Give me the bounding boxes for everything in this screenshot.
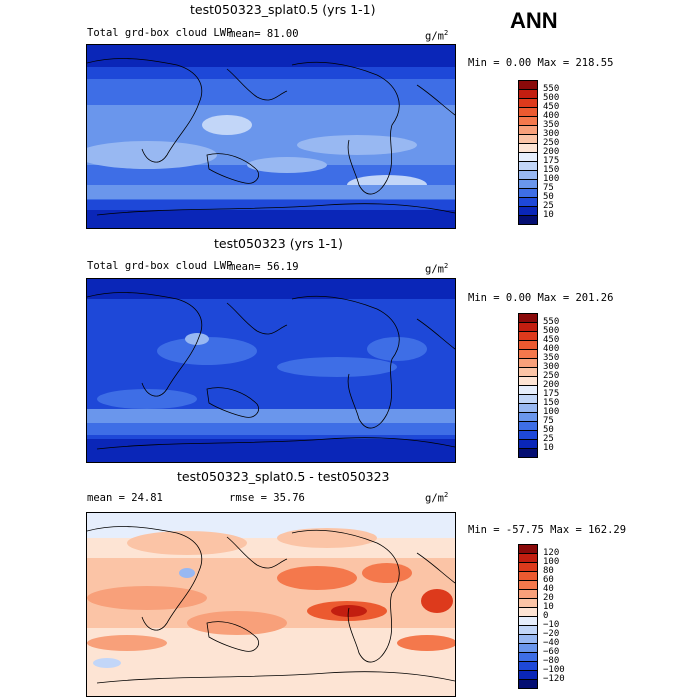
panel2-units: g/m2	[425, 262, 449, 276]
panel2-map-field	[87, 279, 455, 462]
colorbar-level-label: −60	[543, 647, 560, 657]
colorbar-level-label: 250	[543, 138, 560, 148]
panel2-map	[86, 278, 456, 463]
colorbar-level-label: 10	[543, 443, 554, 453]
colorbar-level-label: 120	[543, 548, 560, 558]
colorbar-level-label: 25	[543, 201, 554, 211]
colorbar-level-label: 75	[543, 183, 554, 193]
panel3-map	[86, 512, 456, 697]
colorbar-level-label: 80	[543, 566, 554, 576]
colorbar-level-label: 175	[543, 389, 560, 399]
colorbar-level-label: 300	[543, 362, 560, 372]
panel3-map-field	[87, 513, 455, 696]
panel2-mean: mean= 56.19	[229, 261, 299, 273]
colorbar-swatch	[518, 215, 538, 225]
colorbar-level-label: 25	[543, 434, 554, 444]
colorbar-level-label: 175	[543, 156, 560, 166]
colorbar-level-label: 40	[543, 584, 554, 594]
colorbar-level-label: −40	[543, 638, 560, 648]
panel1-variable: Total grd-box cloud LWP	[87, 27, 233, 39]
colorbar-level-label: 400	[543, 344, 560, 354]
colorbar-level-label: 300	[543, 129, 560, 139]
colorbar-level-label: 350	[543, 353, 560, 363]
colorbar-level-label: 500	[543, 326, 560, 336]
colorbar-level-label: 100	[543, 174, 560, 184]
colorbar-level-label: 550	[543, 317, 560, 327]
colorbar-swatch	[518, 679, 538, 689]
colorbar-level-label: 450	[543, 102, 560, 112]
colorbar-level-label: 50	[543, 425, 554, 435]
colorbar-level-label: 60	[543, 575, 554, 585]
colorbar-level-label: 150	[543, 398, 560, 408]
colorbar-level-label: 100	[543, 557, 560, 567]
season-label: ANN	[510, 8, 558, 33]
panel2-minmax: Min = 0.00 Max = 201.26	[468, 292, 614, 304]
panel1-map-field	[87, 45, 455, 228]
panel3-units: g/m2	[425, 491, 449, 505]
colorbar-level-label: −20	[543, 629, 560, 639]
colorbar-level-label: −10	[543, 620, 560, 630]
colorbar-level-label: 450	[543, 335, 560, 345]
panel3-title: test050323_splat0.5 - test050323	[177, 469, 390, 484]
colorbar-level-label: 100	[543, 407, 560, 417]
panel3-rmse: rmse = 35.76	[229, 492, 305, 504]
colorbar-level-label: 20	[543, 593, 554, 603]
panel2-title: test050323 (yrs 1-1)	[214, 236, 343, 251]
colorbar-level-label: 200	[543, 380, 560, 390]
colorbar-level-label: 250	[543, 371, 560, 381]
colorbar-level-label: 75	[543, 416, 554, 426]
colorbar-level-label: 550	[543, 84, 560, 94]
panel2-variable: Total grd-box cloud LWP	[87, 260, 233, 272]
colorbar-level-label: 350	[543, 120, 560, 130]
colorbar-swatch	[518, 448, 538, 458]
colorbar-level-label: 500	[543, 93, 560, 103]
colorbar-level-label: −120	[543, 674, 565, 684]
colorbar-level-label: 50	[543, 192, 554, 202]
colorbar-level-label: 400	[543, 111, 560, 121]
panel1-units: g/m2	[425, 29, 449, 43]
colorbar-level-label: −80	[543, 656, 560, 666]
colorbar-level-label: 150	[543, 165, 560, 175]
colorbar-level-label: 10	[543, 210, 554, 220]
colorbar-level-label: 10	[543, 602, 554, 612]
colorbar-level-label: 0	[543, 611, 549, 621]
colorbar-level-label: 200	[543, 147, 560, 157]
panel1-map	[86, 44, 456, 229]
panel3-minmax: Min = -57.75 Max = 162.29	[468, 524, 627, 536]
panel1-title: test050323_splat0.5 (yrs 1-1)	[190, 2, 376, 17]
panel3-mean: mean = 24.81	[87, 492, 163, 504]
panel1-mean: mean= 81.00	[229, 28, 299, 40]
colorbar-level-label: −100	[543, 665, 565, 675]
panel1-minmax: Min = 0.00 Max = 218.55	[468, 57, 614, 69]
